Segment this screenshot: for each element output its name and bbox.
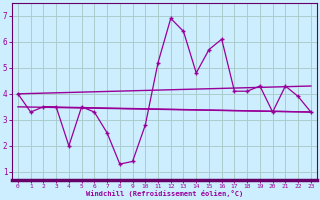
X-axis label: Windchill (Refroidissement éolien,°C): Windchill (Refroidissement éolien,°C) — [86, 190, 243, 197]
